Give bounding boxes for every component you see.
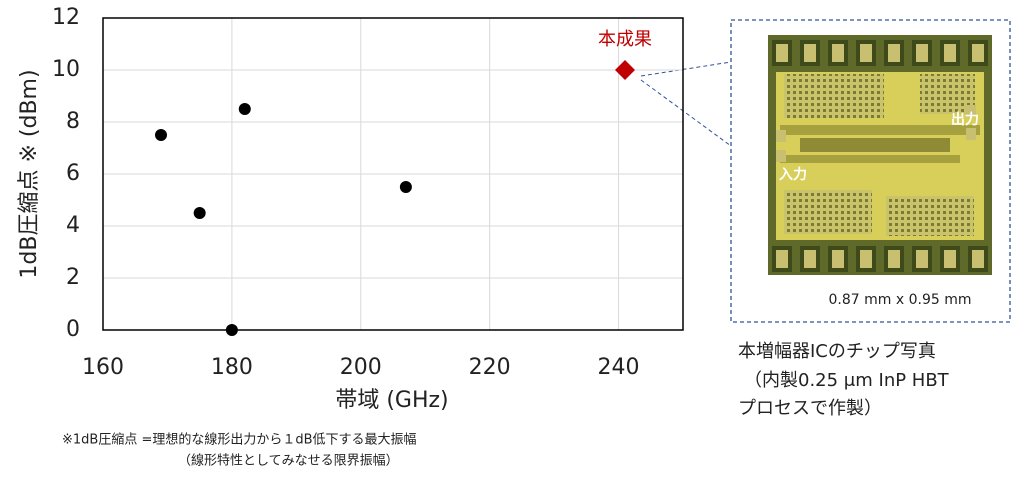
y-axis-title: 1dB圧縮点 ※ (dBm) <box>17 69 42 278</box>
dimensions: 0.87 mm x 0.95 mm <box>829 292 972 308</box>
x-tick-label: 220 <box>469 355 511 380</box>
x-tick-label: 160 <box>82 355 124 380</box>
output-label: 出力 <box>951 111 979 128</box>
caption: 本増幅器ICのチップ写真 <box>738 341 936 362</box>
footnote: ※1dB圧縮点 =理想的な線形出力から１dB低下する最大振幅 <box>62 432 417 448</box>
x-axis-title: 帯域 (GHz) <box>335 388 448 413</box>
caption: プロセスで作製） <box>738 398 882 419</box>
y-tick-label: 6 <box>66 161 80 186</box>
input-label: 入力 <box>779 166 807 183</box>
x-tick-label: 200 <box>340 355 382 380</box>
point <box>238 103 251 115</box>
connector <box>640 61 732 77</box>
y-tick-label: 0 <box>66 317 80 342</box>
y-tick-label: 12 <box>52 5 80 30</box>
point <box>225 324 238 336</box>
footnote: （線形特性としてみなせる限界振幅） <box>178 453 399 469</box>
y-tick-label: 2 <box>66 265 80 290</box>
plot-frame <box>102 17 684 331</box>
point <box>399 181 412 193</box>
x-tick-label: 240 <box>598 355 640 380</box>
connector <box>640 79 732 147</box>
chip-photo <box>768 35 992 275</box>
x-tick-label: 180 <box>211 355 253 380</box>
y-tick-label: 10 <box>52 57 80 82</box>
point <box>193 207 206 219</box>
highlight-point <box>615 60 635 80</box>
highlight-label: 本成果 <box>598 29 652 50</box>
y-tick-label: 4 <box>66 213 80 238</box>
inset-frame <box>730 19 1011 323</box>
y-tick-label: 8 <box>66 109 80 134</box>
caption: （内製0.25 μm InP HBT <box>744 370 950 391</box>
point <box>155 129 167 141</box>
